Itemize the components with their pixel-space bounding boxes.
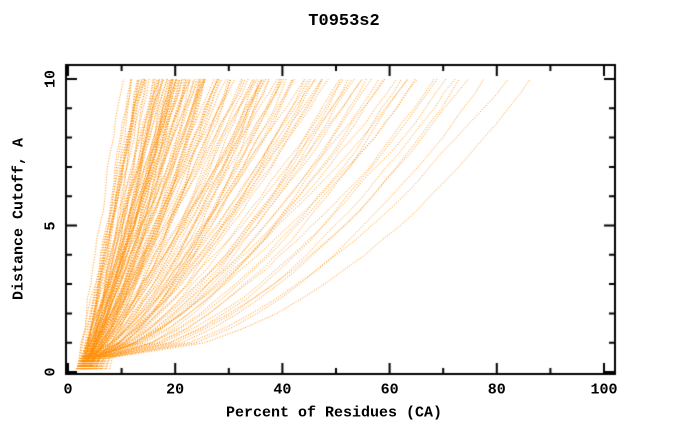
y-tick-label: 0 xyxy=(42,367,60,377)
x-tick-label: 100 xyxy=(590,381,618,399)
y-axis-label: Distance Cutoff, A xyxy=(10,137,28,301)
y-tick-label: 10 xyxy=(42,69,60,89)
x-tick-label: 20 xyxy=(166,381,185,399)
x-axis-label: Percent of Residues (CA) xyxy=(225,404,443,422)
x-tick-label: 80 xyxy=(487,381,506,399)
y-tick-label: 5 xyxy=(42,220,60,231)
x-tick-label: 60 xyxy=(380,381,399,399)
x-tick-label: 0 xyxy=(63,381,73,399)
x-tick-label: 40 xyxy=(273,381,292,399)
chart-title: T0953s2 xyxy=(308,12,380,31)
